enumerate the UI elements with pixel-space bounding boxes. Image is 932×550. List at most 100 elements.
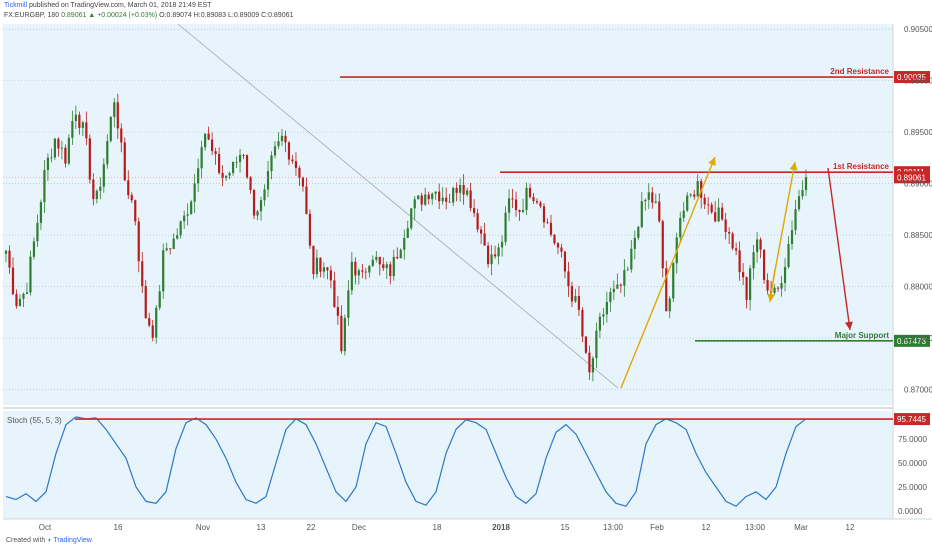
candle <box>130 192 133 204</box>
candle-body <box>588 352 591 373</box>
target-arrow[interactable] <box>827 167 853 331</box>
candle <box>640 192 643 229</box>
annotation-arrows[interactable] <box>620 156 853 389</box>
symbol-label[interactable]: FX:EURGBP, 180 <box>4 12 60 19</box>
tradingview-link[interactable]: TradingView <box>53 537 92 544</box>
candle-body <box>249 177 252 191</box>
candle <box>256 210 259 221</box>
candle <box>605 291 608 323</box>
candle <box>535 198 539 205</box>
candle-body <box>514 199 518 210</box>
price-tick-label: 0.87500 <box>904 334 932 343</box>
candle <box>417 195 420 200</box>
candle <box>95 189 98 204</box>
candle-body <box>22 293 25 299</box>
candle-body <box>340 315 343 352</box>
candle-body <box>106 141 109 165</box>
candle-body <box>211 139 214 152</box>
target-arrow-head <box>844 321 853 330</box>
candle <box>452 186 455 207</box>
candle-body <box>560 247 563 252</box>
candle-body <box>735 248 738 251</box>
rally-arrow-2-head <box>789 162 798 171</box>
candle <box>514 191 518 217</box>
candle <box>612 280 615 301</box>
candle-body <box>162 250 165 292</box>
candle <box>197 158 200 192</box>
candle-body <box>85 122 88 139</box>
candle <box>724 212 727 240</box>
candle <box>721 202 724 221</box>
candle <box>787 236 790 269</box>
time-axis[interactable]: Oct 16 Nov 13 22 Dec 18 2018 15 13:00 Feb 12 13:00 Ma… <box>39 523 855 532</box>
candle <box>424 187 427 207</box>
candle-body <box>717 207 720 222</box>
created-with-label: Created with <box>6 537 46 544</box>
candle <box>294 152 298 176</box>
candle-body <box>151 325 154 338</box>
level-price-text: 0.87473 <box>897 337 926 346</box>
candle <box>277 132 280 150</box>
candle <box>539 200 542 209</box>
candle-body <box>53 138 57 158</box>
trendline[interactable] <box>177 23 619 389</box>
author-link[interactable]: Tickmill <box>4 2 28 9</box>
candle-body <box>252 190 256 216</box>
candle <box>60 140 63 160</box>
candle-body <box>710 204 713 213</box>
candle-body <box>797 196 801 210</box>
candle-body <box>801 190 804 197</box>
candle-body <box>308 213 312 246</box>
candle <box>434 191 437 201</box>
candle-body <box>32 241 36 257</box>
diagonal-trendline[interactable] <box>177 23 619 389</box>
candle <box>291 154 294 164</box>
candle <box>661 219 664 278</box>
rally-arrow-1[interactable] <box>620 156 716 389</box>
candle <box>438 183 441 210</box>
candle-body <box>546 222 549 224</box>
candle-body <box>738 250 741 273</box>
candle <box>766 273 769 295</box>
time-tick-label: 13:00 <box>603 523 624 532</box>
candle-body <box>256 211 259 216</box>
candle-body <box>521 209 525 212</box>
candle <box>598 312 601 339</box>
candle <box>29 250 32 296</box>
candle <box>455 182 458 202</box>
candle-body <box>273 146 277 156</box>
candle <box>804 169 808 197</box>
candle <box>389 261 392 285</box>
price-axis[interactable]: 0.90500 0.90000 0.89500 0.89000 0.88500 0.880… <box>904 25 932 394</box>
candle-body <box>567 271 570 287</box>
stoch-indicator-title[interactable]: Stoch (55, 5, 3) <box>7 416 62 425</box>
time-tick-label: 13:00 <box>745 523 766 532</box>
candle-body <box>616 284 619 289</box>
candle-body <box>755 239 759 253</box>
resistance-label: 2nd Resistance <box>830 67 889 76</box>
candle-body <box>148 318 151 326</box>
candle-body <box>204 133 207 148</box>
candle-body <box>375 256 378 260</box>
candle <box>193 173 196 213</box>
candle <box>224 175 228 181</box>
candle <box>493 245 497 259</box>
candle-body <box>459 185 462 193</box>
stoch-axis[interactable]: 75.0000 50.0000 25.0000 0.0000 95.7445 <box>894 413 930 516</box>
time-tick-label: Dec <box>352 523 366 532</box>
candle-body <box>553 234 556 244</box>
candle-body <box>99 186 102 191</box>
candle <box>511 188 514 208</box>
candle <box>50 148 53 163</box>
pullback-arrow[interactable] <box>767 268 776 303</box>
candle-body <box>214 151 217 155</box>
candle-body <box>291 159 294 162</box>
candle-body <box>158 291 161 308</box>
level-price-tag <box>894 334 930 347</box>
candle-body <box>378 256 381 265</box>
candlestick-series <box>4 93 808 382</box>
candle-body <box>364 271 367 273</box>
candle <box>574 288 577 304</box>
